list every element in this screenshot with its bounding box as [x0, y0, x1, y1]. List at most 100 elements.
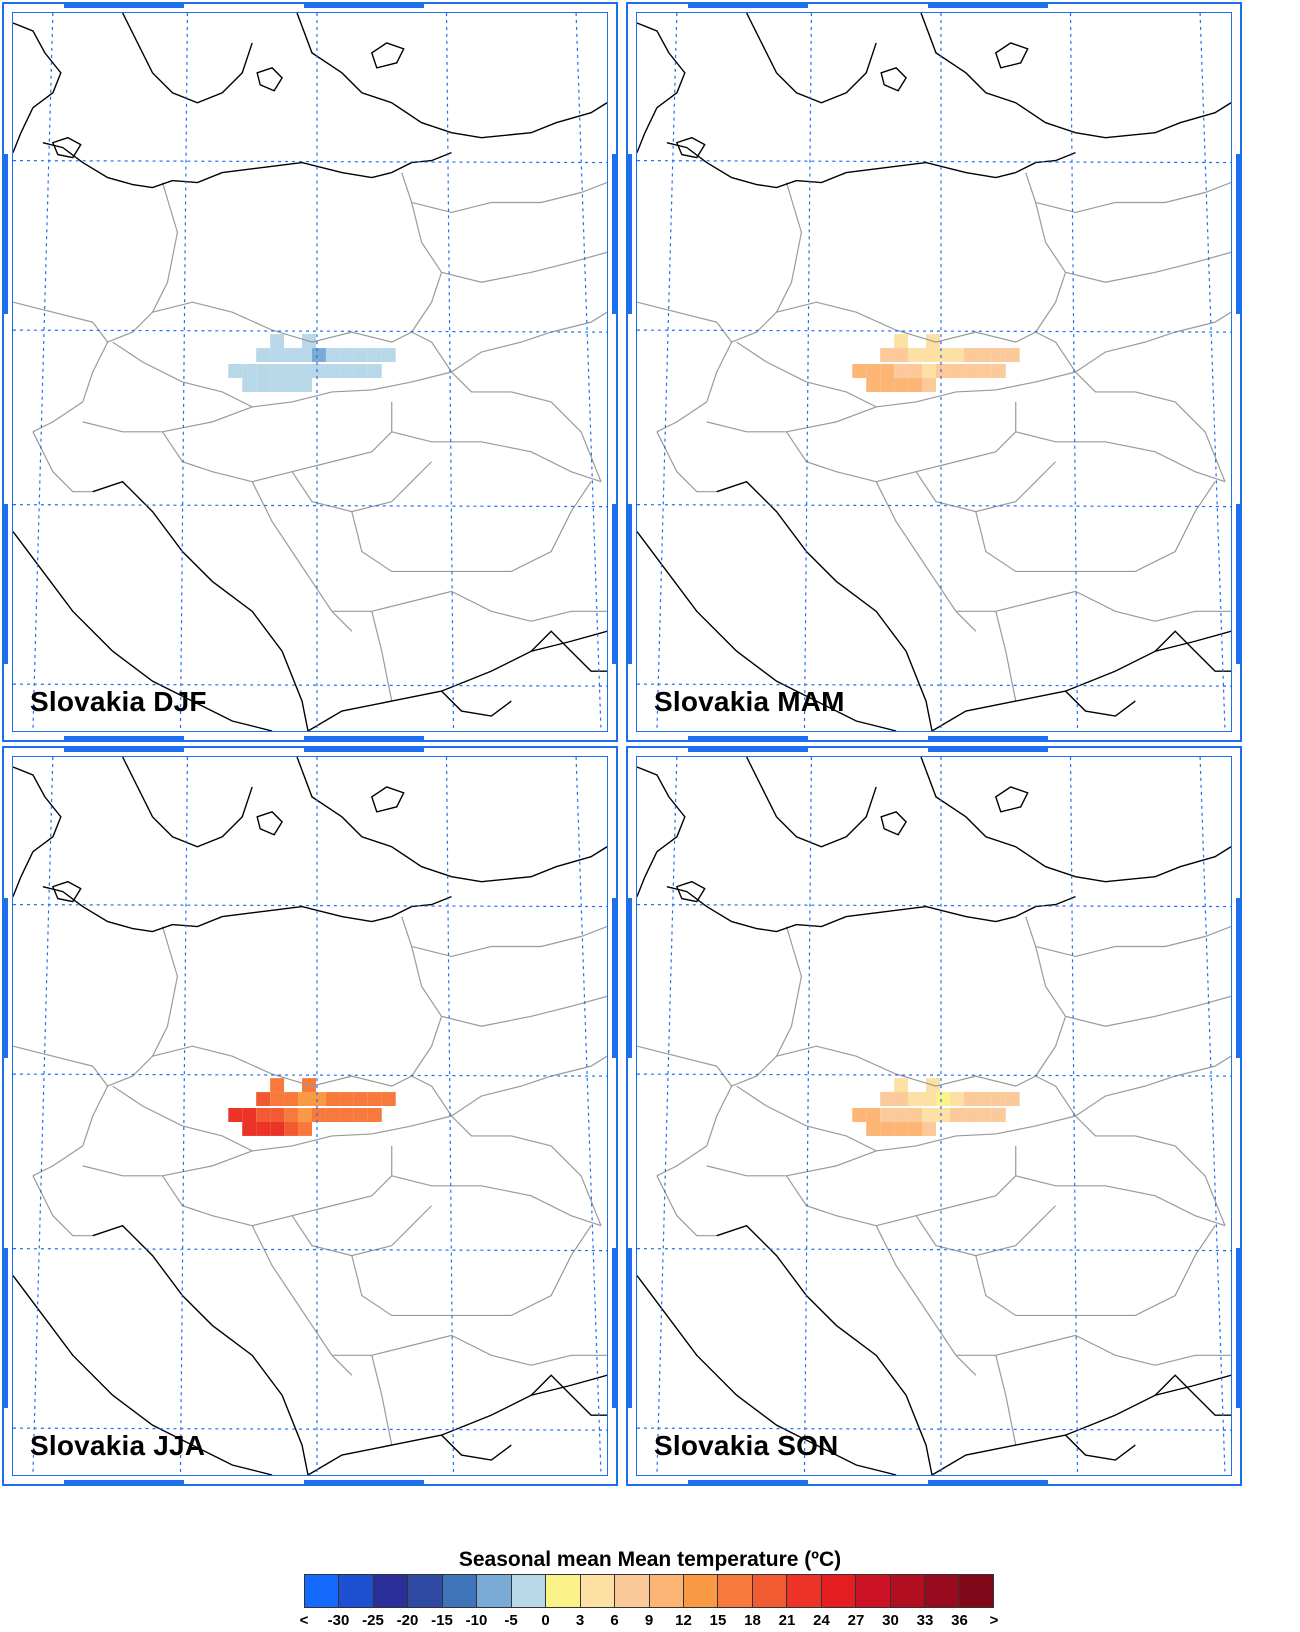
temperature-cell [311, 348, 326, 363]
coastline [441, 690, 512, 717]
coastline [716, 1224, 933, 1475]
temperature-cell [935, 364, 950, 378]
coastlines [637, 757, 1231, 1475]
temperature-cell [852, 1108, 867, 1122]
frame-tick [64, 2, 184, 8]
graticule-line [803, 757, 813, 1475]
coastline [370, 786, 405, 813]
temperature-cell [922, 1092, 936, 1107]
frame-tick [1236, 154, 1242, 314]
frame-tick [1236, 898, 1242, 1058]
temperature-cell [381, 348, 396, 363]
border-line [291, 461, 433, 513]
country-borders [13, 916, 607, 1446]
temperature-cell [963, 1108, 978, 1122]
graticule [637, 13, 1231, 731]
border-line [82, 1150, 253, 1177]
border-line [1075, 1055, 1231, 1117]
frame-tick [304, 736, 424, 742]
border-line [411, 925, 607, 958]
coastline [122, 13, 253, 104]
graticule-line [13, 504, 607, 508]
temperature-cell [367, 348, 382, 363]
coastline [307, 1374, 607, 1475]
graticule-line [803, 13, 813, 731]
border-line [995, 611, 1017, 702]
temperature-cell [325, 1108, 340, 1122]
graticule-line [179, 757, 189, 1475]
coastline [391, 151, 452, 174]
temperature-cell [339, 1108, 354, 1122]
temperature-cell [894, 377, 909, 392]
temperature-cell [284, 1108, 299, 1122]
graticule-line [1199, 757, 1226, 1475]
temperature-grid-cells [852, 1078, 1020, 1136]
coastline [92, 1224, 309, 1475]
legend-swatch [408, 1575, 443, 1607]
border-line [411, 331, 602, 482]
border-line [331, 1334, 607, 1366]
map-panel-mam: Slovakia MAM [626, 2, 1242, 742]
legend-tick-label: -10 [465, 1612, 488, 1629]
border-line [161, 401, 393, 483]
coastline [51, 136, 82, 159]
border-line [13, 301, 109, 343]
legend-tick-label: -25 [362, 1612, 384, 1629]
border-line [371, 1355, 393, 1446]
temperature-cell [977, 364, 992, 378]
temperature-cell [880, 1121, 895, 1136]
temperature-cell [977, 1108, 992, 1122]
temperature-cell [908, 1108, 923, 1122]
frame-tick [626, 898, 632, 1058]
legend-tick-label: 30 [882, 1612, 899, 1629]
frame-tick [626, 1248, 632, 1408]
legend-tick-label: 18 [744, 1612, 761, 1629]
coastline [746, 757, 877, 848]
border-line [32, 431, 93, 493]
temperature-cell [284, 1092, 299, 1107]
temperature-cell [353, 348, 368, 363]
border-line [736, 341, 1076, 408]
temperature-cell [935, 348, 950, 363]
coastline [13, 22, 62, 153]
legend-swatch [477, 1575, 512, 1607]
graticule-line [179, 13, 189, 731]
coastline [530, 630, 607, 672]
temperature-cell [880, 364, 895, 378]
legend-tick-label: < [299, 1612, 309, 1629]
legend-title: Seasonal mean Mean temperature (ºC) [458, 1548, 842, 1571]
temperature-cell [880, 1108, 895, 1122]
graticule-line [575, 13, 602, 731]
temperature-cell [894, 1108, 909, 1122]
temperature-cell [270, 1092, 285, 1107]
map-area [12, 12, 608, 732]
temperature-cell [922, 364, 936, 378]
temperature-cell [963, 348, 978, 363]
border-line [1035, 181, 1231, 214]
map-area [12, 756, 608, 1476]
graticule-line [1199, 13, 1226, 731]
graticule-line [13, 329, 607, 333]
legend-tick-label: 9 [644, 1612, 654, 1629]
temperature-cell [298, 377, 312, 392]
coastline [256, 811, 283, 836]
border-line [32, 182, 179, 433]
map-panel-jja: Slovakia JJA [2, 746, 618, 1486]
temperature-cell [949, 348, 964, 363]
legend-tick-label: 0 [541, 1612, 550, 1629]
temperature-cell [298, 1092, 312, 1107]
legend-swatch [959, 1575, 994, 1607]
frame-tick [688, 746, 808, 752]
frame-tick [64, 746, 184, 752]
border-line [1035, 331, 1226, 482]
frame-tick [612, 898, 618, 1058]
temperature-cell [367, 1092, 382, 1107]
coastline [931, 1374, 1231, 1475]
temperature-cell [298, 1121, 312, 1136]
frame-tick [64, 1480, 184, 1486]
coastline [994, 42, 1029, 69]
frame-tick [626, 504, 632, 664]
temperature-cell [866, 377, 881, 392]
coastline [13, 531, 273, 731]
border-line [776, 172, 1067, 343]
